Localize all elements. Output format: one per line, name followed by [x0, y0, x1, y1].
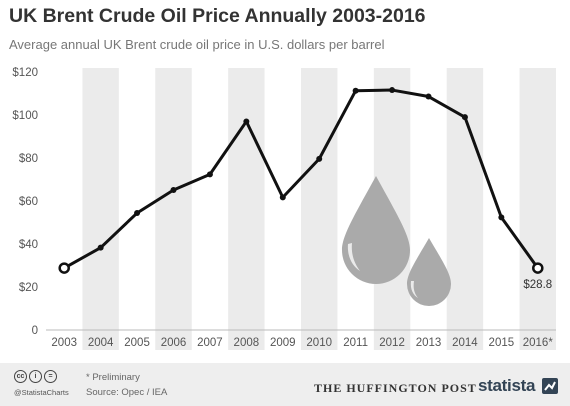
data-point	[425, 93, 432, 100]
license-icons: cc i =	[14, 370, 57, 383]
x-tick-label: 2014	[452, 337, 478, 349]
data-point	[279, 194, 286, 201]
y-tick-label: $120	[12, 67, 38, 79]
data-point	[532, 262, 544, 274]
data-point	[58, 262, 70, 274]
oil-drops-illustration	[342, 176, 451, 306]
column-band	[155, 68, 192, 350]
x-tick-label: 2010	[306, 337, 332, 349]
equals-icon: =	[44, 370, 57, 383]
large-drop-highlight	[347, 243, 360, 271]
series-line	[63, 88, 540, 270]
data-point	[352, 87, 359, 94]
small-drop-highlight	[410, 281, 418, 298]
chart-subtitle: Average annual UK Brent crude oil price …	[9, 37, 385, 52]
huffington-post-logo[interactable]: THE HUFFINGTON POST	[314, 381, 477, 395]
x-tick-label: 2012	[379, 337, 405, 349]
footer: cc i = @StatistaCharts * Preliminary Sou…	[0, 363, 570, 406]
data-point	[97, 244, 104, 251]
series-line-path	[63, 88, 540, 270]
data-points	[58, 87, 544, 274]
x-tick-label: 2015	[489, 337, 515, 349]
statista-logo-icon	[542, 378, 558, 394]
data-point	[498, 214, 505, 221]
x-tick-label: 2006	[161, 337, 187, 349]
statista-logo[interactable]: statista	[478, 376, 536, 395]
y-tick-label: $100	[12, 110, 38, 122]
data-point	[461, 114, 468, 121]
data-point	[243, 118, 250, 125]
y-axis: 0 $20 $40 $60 $80 $100 $120	[12, 67, 556, 337]
preliminary-note: * Preliminary	[86, 372, 140, 383]
y-tick-label: $40	[19, 239, 38, 251]
cc-icon: cc	[14, 370, 27, 383]
y-tick-label: $80	[19, 153, 38, 165]
column-band	[228, 68, 265, 350]
y-tick-label: $20	[19, 282, 38, 294]
small-oil-drop-icon	[407, 238, 451, 306]
annotations: $28.8	[523, 279, 552, 291]
data-point	[389, 87, 396, 94]
data-point	[134, 210, 141, 217]
twitter-handle[interactable]: @StatistaCharts	[14, 388, 69, 397]
x-tick-label: 2007	[197, 337, 223, 349]
x-axis: 2003 2004 2005 2006 2007 2008 2009 2010 2011 2012…	[51, 337, 553, 349]
large-oil-drop-icon	[342, 176, 410, 284]
x-tick-label: 2008	[234, 337, 260, 349]
column-shading	[82, 68, 556, 350]
chart-title: UK Brent Crude Oil Price Annually 2003-2…	[9, 5, 426, 27]
source-text: Source: Opec / IEA	[86, 387, 168, 398]
person-icon: i	[29, 370, 42, 383]
data-point	[316, 155, 323, 162]
x-tick-label: 2011	[343, 337, 368, 349]
line-chart: 0$20$40$60$80$100$120 2003 2004 2005 2006 20…	[12, 67, 556, 350]
x-tick-label: 2016*	[523, 337, 554, 349]
x-tick-label: 2003	[51, 337, 77, 349]
x-tick-label: 2013	[416, 337, 442, 349]
y-tick-label: 0	[32, 325, 38, 337]
data-label: $28.8	[523, 279, 552, 291]
column-band	[82, 68, 119, 350]
column-band	[519, 68, 556, 350]
x-tick-label: 2004	[88, 337, 114, 349]
column-band	[301, 68, 338, 350]
data-point	[206, 171, 213, 178]
data-point	[170, 187, 177, 194]
y-tick-label: $60	[19, 196, 38, 208]
x-tick-label: 2005	[124, 337, 150, 349]
x-tick-label: 2009	[270, 337, 296, 349]
